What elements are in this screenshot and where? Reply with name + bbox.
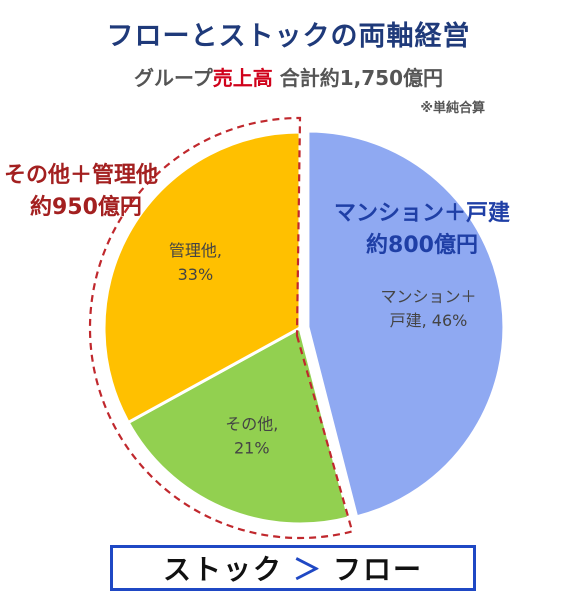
pie-slice: [306, 129, 506, 519]
subtitle-suffix: 合計約1,750億円: [279, 66, 444, 90]
calculation-note: ※単純合算: [420, 101, 485, 116]
footer-flow: フロー: [333, 553, 424, 586]
callout-flow-line1: マンション＋戸建: [333, 201, 510, 226]
slice-label: その他, 21%: [225, 415, 278, 458]
slice-label: マンション＋戸建, 46%: [380, 287, 476, 330]
subtitle-highlight: 売上高: [212, 66, 273, 90]
footer-greater-than: ＞: [292, 553, 323, 586]
callout-stock-line2: 約950億円: [30, 195, 142, 220]
chart-title: フローとストックの両軸経営: [106, 21, 471, 52]
footer-stock: ストック: [162, 553, 283, 586]
callout-stock-line1: その他＋管理他: [4, 163, 159, 188]
chart-subtitle: グループ売上高 合計約1,750億円: [0, 62, 577, 91]
pie-slice: [126, 325, 351, 526]
pie-slice: [102, 130, 302, 425]
callout-flow: マンション＋戸建 約800億円: [312, 198, 532, 262]
pie-slice-labels: マンション＋戸建, 46% その他, 21% 管理他, 33%: [169, 241, 477, 457]
stock-greater-than-flow-banner: ストック ＞ フロー: [110, 545, 476, 591]
subtitle-prefix: グループ: [133, 66, 213, 90]
slice-label: 管理他, 33%: [169, 241, 222, 284]
stock-group-dashed-outline: [88, 116, 354, 540]
callout-flow-line2: 約800億円: [366, 233, 478, 258]
pie-slices: [102, 129, 506, 526]
callout-stock: その他＋管理他 約950億円: [4, 160, 194, 224]
